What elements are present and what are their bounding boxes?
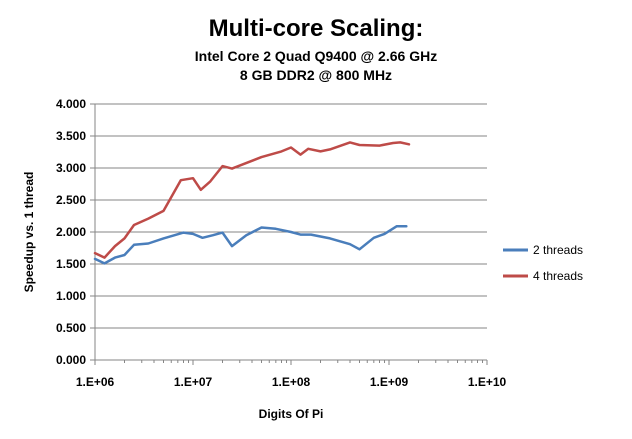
x-tick-label: 1.E+09 [370,375,409,389]
y-tick-label: 3.000 [56,161,86,175]
x-tick-label: 1.E+10 [468,375,507,389]
y-tick-label: 2.500 [56,193,86,207]
x-tick-label: 1.E+06 [76,375,115,389]
chart-subtitle-line-1: Intel Core 2 Quad Q9400 @ 2.66 GHz [195,48,437,64]
legend-label: 4 threads [533,269,583,283]
chart-title: Multi-core Scaling: [209,15,424,42]
legend: 2 threads 4 threads [503,243,583,283]
x-tick-label: 1.E+07 [174,375,213,389]
x-axis-title: Digits Of Pi [259,407,324,421]
y-tick-label: 0.500 [56,321,86,335]
series-line-2-threads [93,224,408,265]
y-tick-label: 4.000 [56,97,86,111]
chart-subtitle-line-2: 8 GB DDR2 @ 800 MHz [240,67,392,83]
legend-label: 2 threads [533,243,583,257]
y-tick-label: 0.000 [56,353,86,367]
series-line-4-threads [93,141,411,259]
y-tick-label: 2.000 [56,225,86,239]
plot-area: 0.000 0.500 1.000 1.500 2.000 2.500 3.000 3.500… [56,97,507,389]
y-tick-label: 1.500 [56,257,86,271]
y-tick-label: 1.000 [56,289,86,303]
x-tick-label: 1.E+08 [272,375,311,389]
y-tick-label: 3.500 [56,129,86,143]
y-axis-title: Speedup vs. 1 thread [22,172,36,293]
